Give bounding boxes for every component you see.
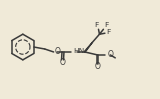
Text: F: F <box>94 22 99 28</box>
Text: O: O <box>55 47 61 56</box>
Text: F: F <box>104 22 109 28</box>
Text: O: O <box>95 62 100 71</box>
Text: O: O <box>60 58 65 67</box>
Text: HN: HN <box>73 48 85 54</box>
Polygon shape <box>85 42 93 53</box>
Text: O: O <box>108 50 113 59</box>
Text: F: F <box>106 29 111 35</box>
